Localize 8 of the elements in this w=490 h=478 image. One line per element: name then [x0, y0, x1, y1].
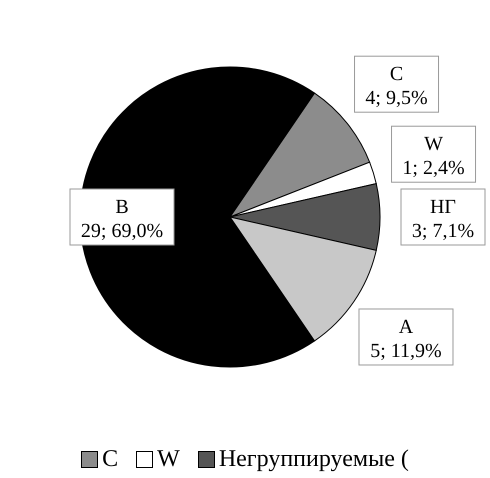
legend-label: C [102, 446, 118, 473]
data-label: W 1; 2,4% [402, 133, 465, 180]
data-label: C 4; 9,5% [365, 63, 428, 110]
legend-label: Негруппируемые ( [218, 446, 409, 473]
data-label: B 29; 69,0% [80, 196, 164, 242]
legend-label: W [157, 446, 180, 473]
data-label: НГ 3; 7,1% [412, 196, 474, 242]
data-label: A 5; 11,9% [370, 316, 442, 362]
